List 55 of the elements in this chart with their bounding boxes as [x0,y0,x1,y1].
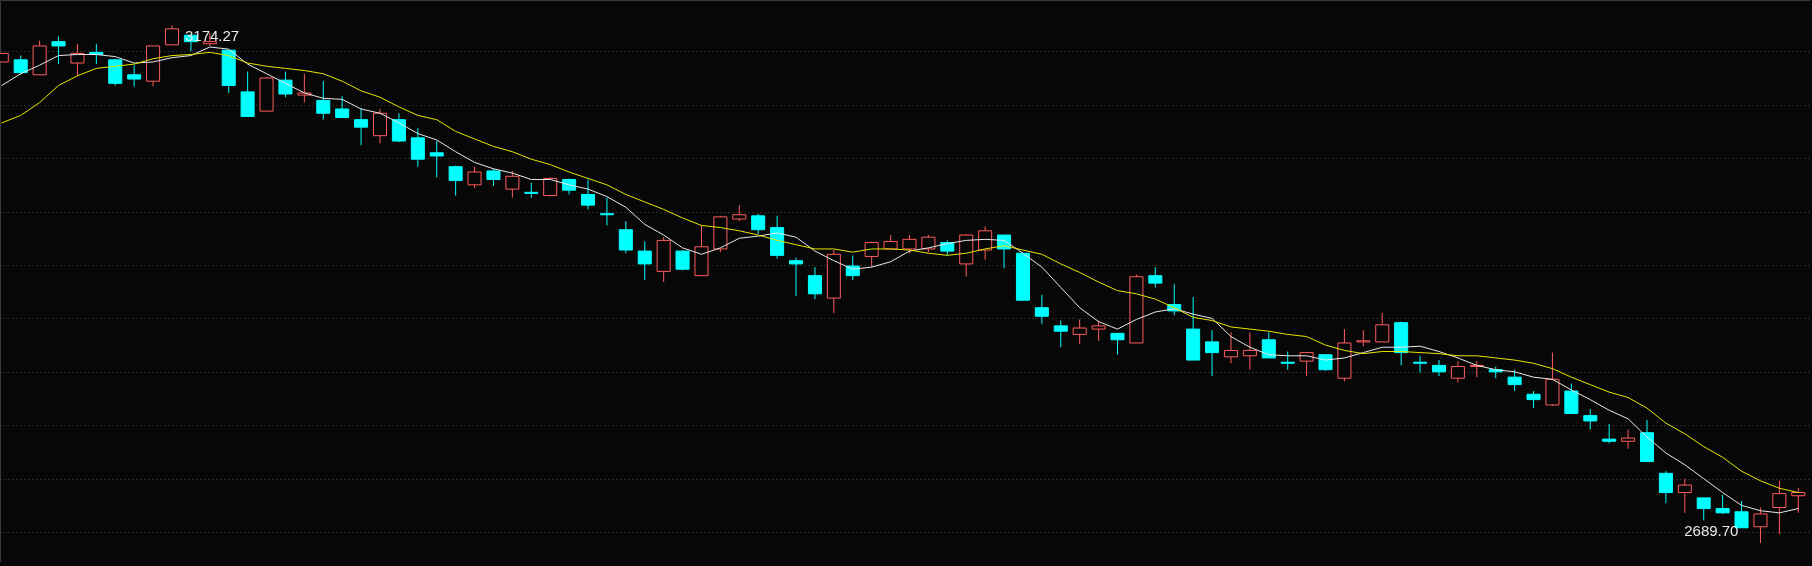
candlestick [51,35,66,65]
candlestick [1772,480,1787,535]
candlestick [1110,332,1125,356]
candlestick [902,234,917,254]
candlestick [978,226,993,261]
candlestick [505,170,520,199]
candlestick [1205,329,1220,377]
candlestick [1602,423,1617,444]
candlestick [1413,355,1428,374]
candlestick [354,107,369,146]
candlestick [751,213,766,235]
candlestick [1583,408,1598,431]
candlestick [448,165,463,197]
candlestick [1677,478,1692,514]
candlestick [278,71,293,98]
candlestick [1375,312,1390,343]
candlestick [1621,429,1636,450]
candlestick [1564,383,1579,414]
candlestick [789,256,804,297]
candlestick [335,95,350,119]
candlestick [1658,470,1673,504]
candlestick [316,80,331,121]
candlestick [807,266,822,300]
candlestick [391,112,406,143]
candlestick [543,176,558,198]
candlestick [70,43,85,77]
annotation: 2689.70 [1684,522,1739,540]
candlestick [127,64,142,88]
annotation: 3174.27 [184,27,240,45]
candlestick [164,24,180,46]
candlestick [580,179,596,210]
candlestick [108,58,123,86]
candlestick [410,127,425,168]
candlestick [1280,351,1295,371]
candlestick [1696,497,1711,521]
candlestick [467,166,482,189]
candlestick [1261,331,1276,359]
candlestick [599,197,614,226]
candlestick [1053,320,1068,348]
candlestick [1715,494,1730,515]
candlestick [1091,320,1106,342]
candlestick [1034,294,1049,325]
candlestick [637,240,652,281]
candlestick [1072,318,1087,345]
candlestick [1450,360,1465,383]
candlestick [429,140,444,178]
candlestick [1791,487,1806,514]
candlestick [1242,331,1257,371]
candlestick [372,108,388,144]
candlestick [1753,507,1768,544]
candlestick [1507,369,1522,392]
candlestick [1223,331,1238,364]
candlestick [618,220,633,254]
candlestick [1148,266,1163,288]
candlestick [1431,359,1446,377]
